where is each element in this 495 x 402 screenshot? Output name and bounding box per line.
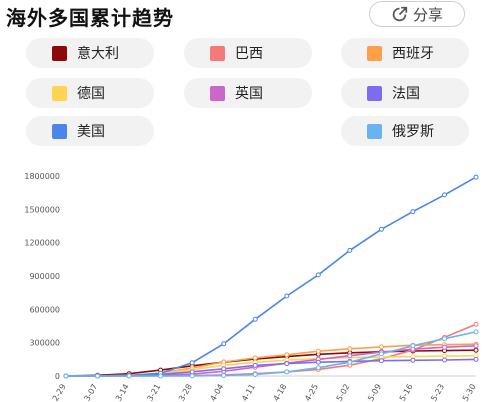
series-point [378, 358, 384, 364]
share-button[interactable]: 分享 [369, 1, 465, 27]
legend-label: 美国 [77, 124, 105, 140]
legend-item-spain[interactable]: 西班牙 [341, 38, 469, 68]
series-point [442, 344, 447, 350]
series-point [221, 366, 227, 372]
series-point [252, 372, 258, 377]
legend-item-italy[interactable]: 意大利 [26, 38, 154, 68]
series-point [473, 347, 479, 353]
y-tick-label: 1500000 [24, 205, 60, 214]
legend-swatch [367, 123, 382, 139]
legend-label: 法国 [392, 86, 420, 102]
x-tick-label: 4-04 [209, 383, 226, 402]
series-point [378, 344, 384, 350]
legend-item-uk[interactable]: 英国 [184, 78, 312, 108]
y-tick-label: 1800000 [24, 172, 60, 181]
legend-swatch [210, 85, 225, 101]
series-point [378, 226, 384, 232]
series-point [347, 359, 353, 365]
x-tick-label: 5-23 [429, 383, 446, 402]
series-point [284, 293, 290, 299]
x-tick-label: 5-02 [335, 383, 352, 402]
share-icon [391, 6, 408, 23]
series-point [252, 316, 258, 322]
y-tick-label: 0 [55, 372, 60, 381]
series-point [410, 343, 416, 349]
x-tick-label: 5-09 [366, 383, 383, 402]
series-point [221, 373, 227, 378]
legend-swatch [367, 45, 382, 61]
share-label: 分享 [412, 5, 443, 24]
x-tick-label: 3-28 [177, 383, 194, 402]
series-point [158, 373, 164, 379]
legend-swatch [367, 85, 382, 101]
series-point [315, 348, 321, 354]
y-tick-label: 1200000 [24, 239, 60, 248]
series-point [315, 365, 321, 371]
y-tick-label: 600000 [29, 305, 60, 314]
x-tick-label: 5-30 [461, 383, 478, 402]
x-tick-label: 2-29 [51, 383, 68, 402]
legend-swatch [52, 45, 67, 61]
series-point [221, 341, 227, 347]
series-point [378, 351, 384, 357]
series-point [315, 272, 321, 278]
series-point [473, 343, 479, 349]
page-title: 海外多国累计趋势 [6, 6, 174, 30]
series-point [473, 356, 479, 362]
x-tick-label: 5-16 [398, 383, 415, 402]
series-point [473, 329, 479, 335]
x-tick-label: 4-25 [303, 383, 320, 402]
series-point [442, 192, 447, 198]
legend-swatch [210, 45, 225, 61]
series-point [347, 346, 353, 352]
series-line-7 [66, 331, 477, 377]
y-tick-label: 300000 [29, 339, 60, 348]
trend-chart: 0 300000 600000 900000 1200000 1500000 1800000… [24, 172, 479, 402]
series-point [473, 174, 479, 180]
legend-swatch [52, 85, 67, 101]
series-point [410, 357, 416, 363]
legend-item-germany[interactable]: 德国 [26, 78, 154, 108]
x-tick-label: 3-14 [114, 383, 131, 402]
series-point [284, 361, 290, 367]
series-point [315, 359, 321, 365]
legend-item-brazil[interactable]: 巴西 [184, 38, 312, 68]
series-point [63, 373, 69, 379]
x-tick-label: 4-18 [272, 383, 289, 402]
legend-item-russia[interactable]: 俄罗斯 [341, 116, 469, 146]
series-point [442, 336, 447, 342]
series-point [189, 369, 195, 375]
series-point [284, 369, 290, 375]
x-tick-label: 3-07 [82, 383, 99, 402]
x-tick-label: 4-11 [240, 383, 257, 402]
series-point [252, 362, 258, 368]
series-point [284, 352, 290, 358]
legend-label: 巴西 [235, 46, 263, 62]
series-point [347, 353, 353, 359]
series-point [189, 360, 195, 366]
x-tick-label: 3-21 [145, 383, 162, 402]
series-point [473, 321, 479, 327]
legend-item-france[interactable]: 法国 [341, 78, 469, 108]
y-tick-label: 900000 [29, 272, 60, 281]
series-point [126, 373, 132, 379]
legend-label: 英国 [235, 86, 263, 102]
legend-label: 德国 [77, 86, 105, 102]
series-point [410, 209, 416, 215]
legend-item-usa[interactable]: 美国 [26, 116, 154, 146]
series-point [347, 247, 353, 253]
legend-swatch [52, 123, 67, 139]
series-point [189, 373, 195, 379]
series-point [252, 355, 258, 361]
series-point [442, 357, 447, 363]
legend-label: 西班牙 [392, 46, 434, 62]
series-point [95, 373, 100, 379]
legend-label: 意大利 [77, 46, 119, 62]
legend-label: 俄罗斯 [392, 124, 434, 140]
